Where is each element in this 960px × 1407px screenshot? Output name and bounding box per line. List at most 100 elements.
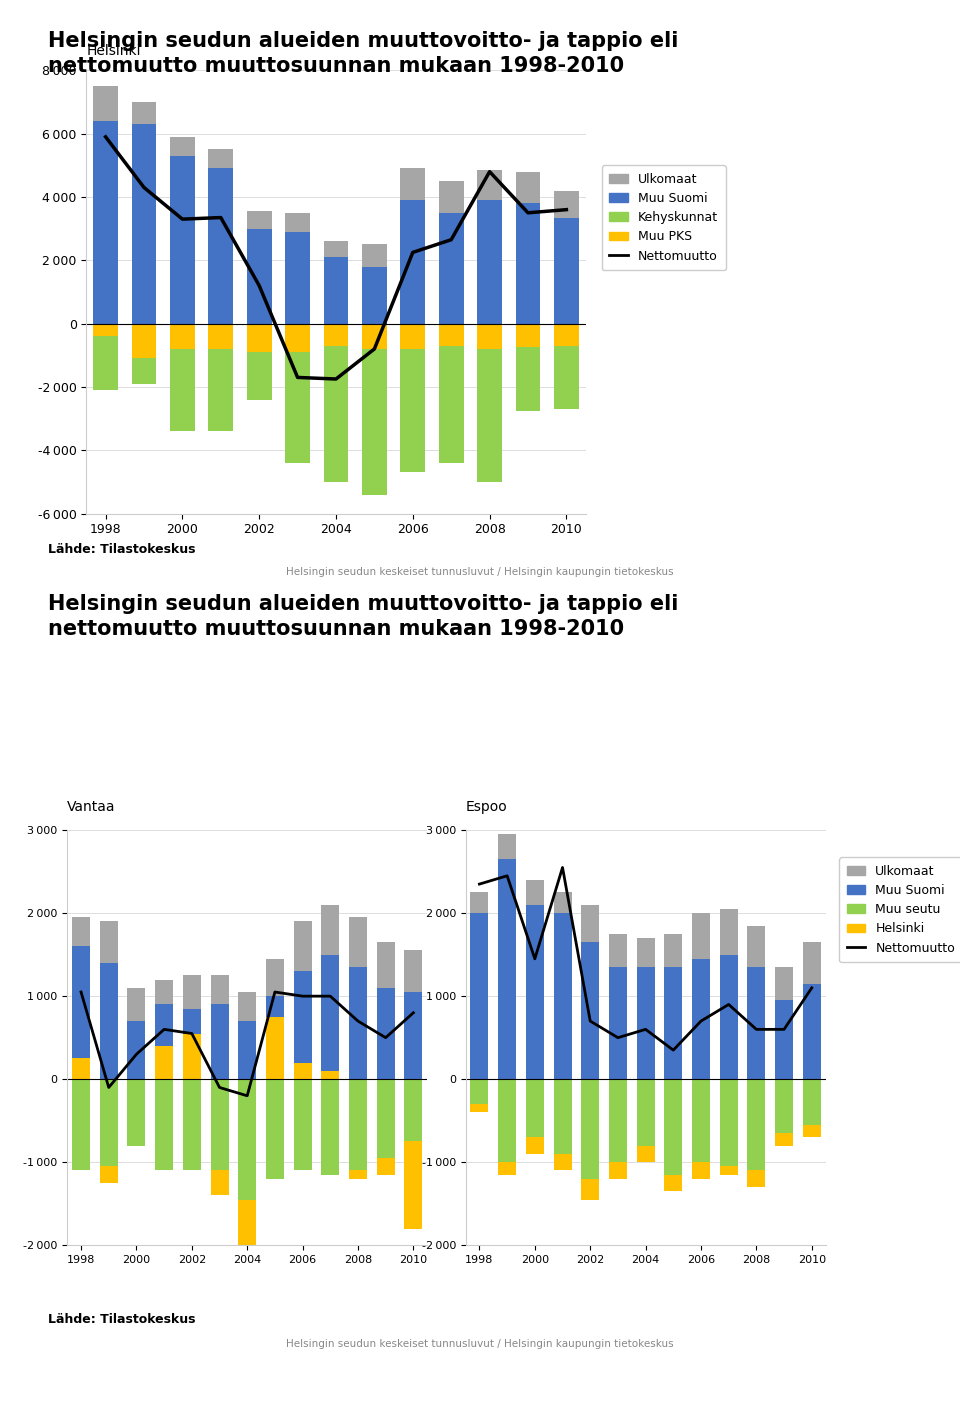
Bar — [400, 169, 425, 200]
Bar — [554, 1154, 571, 1171]
Bar — [208, 324, 233, 349]
Text: Helsingin seudun alueiden muuttovoitto- ja tappio eli
nettomuutto muuttosuunnan : Helsingin seudun alueiden muuttovoitto- … — [48, 31, 679, 76]
Bar — [247, 352, 272, 400]
Bar — [554, 346, 579, 409]
Bar — [238, 1200, 256, 1341]
Bar — [376, 988, 395, 1079]
Bar — [93, 86, 118, 121]
Bar — [609, 967, 627, 1079]
Bar — [720, 954, 737, 1079]
Bar — [72, 1079, 90, 1171]
Bar — [498, 860, 516, 1079]
Bar — [238, 1021, 256, 1079]
Bar — [775, 1079, 793, 1133]
Bar — [362, 267, 387, 324]
Bar — [400, 324, 425, 349]
Bar — [554, 191, 579, 218]
Bar — [748, 926, 765, 967]
Text: Lähde: Tilastokeskus: Lähde: Tilastokeskus — [48, 543, 196, 556]
Bar — [439, 182, 464, 212]
Bar — [156, 1045, 173, 1079]
Text: Helsingin seudun alueiden muuttovoitto- ja tappio eli
nettomuutto muuttosuunnan : Helsingin seudun alueiden muuttovoitto- … — [48, 594, 679, 639]
Bar — [664, 1175, 683, 1192]
Text: Helsingin seudun keskeiset tunnusluvut / Helsingin kaupungin tietokeskus: Helsingin seudun keskeiset tunnusluvut /… — [286, 567, 674, 577]
Bar — [238, 1079, 256, 1200]
Bar — [554, 913, 571, 1079]
Bar — [362, 324, 387, 349]
Bar — [170, 156, 195, 324]
Bar — [581, 905, 599, 943]
Bar — [498, 1079, 516, 1162]
Bar — [404, 951, 422, 992]
Bar — [210, 975, 228, 1005]
Bar — [100, 922, 118, 962]
Bar — [132, 103, 156, 124]
Bar — [324, 324, 348, 346]
Bar — [362, 349, 387, 495]
Bar — [210, 1079, 228, 1171]
Bar — [581, 1179, 599, 1200]
Bar — [349, 967, 367, 1079]
Bar — [322, 954, 339, 1079]
Bar — [210, 1005, 228, 1079]
Bar — [170, 349, 195, 432]
Bar — [477, 170, 502, 200]
Bar — [692, 1079, 710, 1162]
Bar — [349, 1171, 367, 1179]
Bar — [156, 979, 173, 1005]
Bar — [404, 1079, 422, 1141]
Bar — [803, 943, 821, 983]
Bar — [132, 124, 156, 324]
Bar — [285, 232, 310, 324]
Bar — [470, 1079, 489, 1104]
Bar — [72, 917, 90, 947]
Bar — [498, 1162, 516, 1175]
Bar — [294, 1079, 312, 1171]
Legend: Ulkomaat, Muu Suomi, Muu seutu, Helsinki, Nettomuutto: Ulkomaat, Muu Suomi, Muu seutu, Helsinki… — [839, 857, 960, 962]
Bar — [324, 242, 348, 257]
Bar — [294, 1062, 312, 1079]
Bar — [439, 212, 464, 324]
Bar — [516, 324, 540, 348]
Bar — [775, 967, 793, 1000]
Bar — [554, 218, 579, 324]
Bar — [609, 934, 627, 967]
Bar — [210, 1171, 228, 1196]
Bar — [324, 346, 348, 481]
Bar — [128, 1079, 145, 1145]
Bar — [470, 892, 489, 913]
Bar — [362, 245, 387, 267]
Bar — [636, 1145, 655, 1162]
Bar — [322, 1071, 339, 1079]
Bar — [294, 971, 312, 1079]
Bar — [156, 1079, 173, 1171]
Bar — [400, 349, 425, 473]
Bar — [266, 996, 284, 1079]
Bar — [128, 1021, 145, 1079]
Bar — [748, 1171, 765, 1188]
Bar — [720, 1166, 737, 1175]
Bar — [72, 947, 90, 1079]
Bar — [664, 934, 683, 967]
Bar — [376, 1158, 395, 1175]
Bar — [526, 905, 543, 1079]
Bar — [554, 324, 579, 346]
Bar — [803, 1079, 821, 1124]
Text: Helsinki: Helsinki — [86, 44, 141, 58]
Bar — [526, 1137, 543, 1154]
Bar — [692, 1162, 710, 1179]
Bar — [439, 324, 464, 346]
Bar — [93, 324, 118, 336]
Bar — [247, 211, 272, 229]
Bar — [247, 324, 272, 352]
Text: Lähde: Tilastokeskus: Lähde: Tilastokeskus — [48, 1313, 196, 1325]
Bar — [720, 1079, 737, 1166]
Bar — [247, 229, 272, 324]
Bar — [803, 983, 821, 1079]
Bar — [400, 200, 425, 324]
Bar — [609, 1079, 627, 1162]
Bar — [266, 1079, 284, 1179]
Bar — [526, 1079, 543, 1137]
Bar — [93, 336, 118, 390]
Bar — [322, 1079, 339, 1175]
